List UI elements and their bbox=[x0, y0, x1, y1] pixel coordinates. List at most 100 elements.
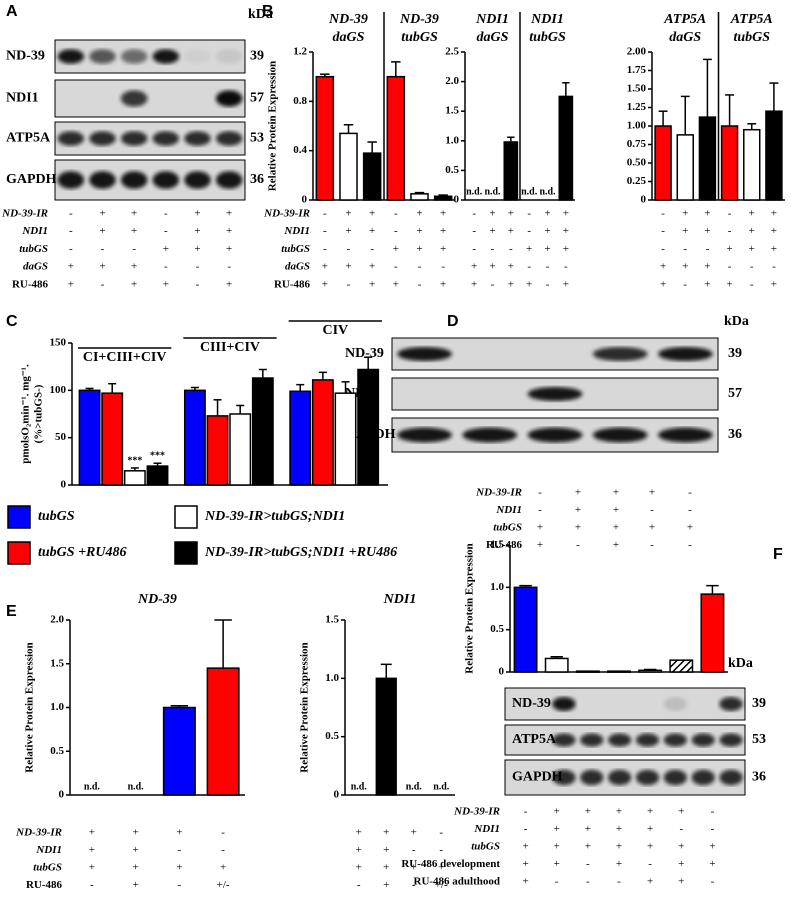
sign: + bbox=[356, 862, 362, 874]
kda-label: 36 bbox=[728, 427, 742, 442]
sign: + bbox=[133, 844, 139, 856]
sign: + bbox=[613, 522, 619, 534]
kda-label: 36 bbox=[752, 770, 766, 785]
value-label: n.d. bbox=[539, 186, 556, 197]
row-label: RU-486 bbox=[274, 278, 311, 290]
y-tick-label: 1.5 bbox=[490, 539, 504, 551]
sign: - bbox=[357, 879, 361, 891]
sign: - bbox=[527, 208, 531, 220]
sign: - bbox=[323, 225, 327, 237]
band bbox=[215, 131, 243, 146]
y-axis-label: Relative Protein Expression bbox=[299, 642, 311, 772]
sign: + bbox=[585, 841, 591, 853]
sign: + bbox=[89, 827, 95, 839]
band bbox=[184, 171, 211, 189]
blot-row-label: NDI1 bbox=[6, 91, 39, 106]
y-tick-label: 0.5 bbox=[445, 164, 459, 176]
sign: + bbox=[575, 487, 581, 499]
band bbox=[527, 427, 583, 443]
sign: + bbox=[89, 862, 95, 874]
sign: - bbox=[683, 243, 687, 255]
kda-label: 36 bbox=[250, 172, 264, 187]
y-tick-label: 0 bbox=[59, 789, 65, 801]
sign: - bbox=[527, 225, 531, 237]
sign: + bbox=[369, 278, 375, 290]
sign: - bbox=[617, 876, 621, 888]
bar bbox=[251, 377, 274, 486]
y-tick-label: 1.0 bbox=[325, 672, 339, 684]
sign: + bbox=[508, 261, 514, 273]
band bbox=[635, 733, 660, 747]
sign: + bbox=[176, 827, 182, 839]
sign: - bbox=[661, 208, 665, 220]
y-tick-label: 1.0 bbox=[50, 701, 64, 713]
sign: + bbox=[526, 278, 532, 290]
blot-row-label: ATP5A bbox=[512, 732, 557, 747]
sign: + bbox=[537, 539, 543, 551]
y-tick-label: 1.25 bbox=[627, 101, 647, 113]
bar bbox=[311, 379, 334, 486]
chart-title: ND-39 bbox=[399, 12, 439, 27]
kda-header: kDa bbox=[724, 314, 749, 329]
chart-title: tubGS bbox=[401, 30, 438, 45]
chart-title: tubGS bbox=[733, 30, 770, 45]
sign: + bbox=[194, 208, 200, 220]
y-tick-label: 2.0 bbox=[50, 614, 64, 626]
kda-label: 39 bbox=[752, 696, 766, 711]
value-label: n.d. bbox=[521, 186, 538, 197]
row-label: RU-486 bbox=[12, 278, 49, 290]
sign: + bbox=[369, 261, 375, 273]
sign: + bbox=[678, 841, 684, 853]
band bbox=[663, 696, 688, 712]
sign: + bbox=[489, 208, 495, 220]
sign: + bbox=[616, 841, 622, 853]
sign: + bbox=[99, 208, 105, 220]
chart-title: NDI1 bbox=[475, 12, 509, 27]
sign: - bbox=[524, 823, 528, 835]
bar bbox=[146, 465, 169, 486]
y-tick-label: 1.00 bbox=[627, 120, 647, 132]
panel-label: F bbox=[773, 546, 783, 563]
sign: - bbox=[524, 806, 528, 818]
sign: - bbox=[69, 225, 73, 237]
blot-row-label: ND-39 bbox=[6, 49, 45, 64]
chart-title: ND-39 bbox=[328, 12, 368, 27]
bar bbox=[410, 193, 429, 201]
y-axis-label: (%>tubGS-) bbox=[33, 384, 45, 443]
sign: + bbox=[226, 225, 232, 237]
sign: - bbox=[221, 827, 225, 839]
row-label: NDI1 bbox=[35, 844, 62, 856]
panel-label: B bbox=[262, 3, 274, 20]
blot-row-label: ATP5A bbox=[6, 131, 51, 146]
sign: + bbox=[709, 841, 715, 853]
y-tick-label: 0.5 bbox=[325, 730, 339, 742]
sign: - bbox=[418, 261, 422, 273]
y-tick-label: 0.75 bbox=[627, 138, 647, 150]
sign: + bbox=[616, 858, 622, 870]
y-tick-label: 50 bbox=[55, 431, 67, 443]
sign: + bbox=[613, 487, 619, 499]
sign: + bbox=[522, 841, 528, 853]
sign: - bbox=[586, 858, 590, 870]
band bbox=[580, 769, 604, 786]
sign: + bbox=[383, 879, 389, 891]
sign: - bbox=[564, 261, 568, 273]
chart-title: daGS bbox=[669, 30, 701, 45]
sign: + bbox=[322, 278, 328, 290]
bar bbox=[339, 132, 358, 201]
significance: *** bbox=[127, 455, 142, 466]
kda-label: 57 bbox=[728, 386, 742, 401]
value-label: n.d. bbox=[433, 781, 450, 792]
sign: + bbox=[383, 844, 389, 856]
band bbox=[89, 171, 116, 189]
bar bbox=[544, 657, 569, 673]
band bbox=[152, 49, 180, 64]
sign: + bbox=[554, 823, 560, 835]
band bbox=[691, 769, 715, 786]
sign: - bbox=[178, 879, 182, 891]
sign: + bbox=[440, 225, 446, 237]
sign: + bbox=[613, 539, 619, 551]
sign: + bbox=[660, 278, 666, 290]
y-tick-label: 1.0 bbox=[490, 581, 504, 593]
